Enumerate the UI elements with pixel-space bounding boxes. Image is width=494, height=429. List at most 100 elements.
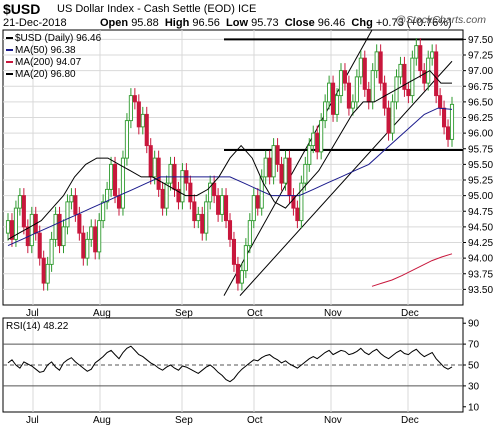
candle-body (251, 195, 256, 222)
candle-body (449, 103, 455, 140)
candle-body (418, 45, 423, 72)
candle-body (311, 132, 316, 147)
candle-body (334, 95, 340, 115)
candle-body (116, 195, 122, 209)
candle-body (438, 95, 443, 109)
candle-body (5, 220, 11, 234)
candle-body (156, 157, 161, 190)
candle-body (57, 213, 62, 247)
y-tick-label-price: 93.75 (468, 269, 493, 280)
legend-price-text: $USD (Daily) 96.46 (15, 33, 102, 44)
x-tick-label-price: Jul (26, 308, 39, 319)
candle-body (350, 101, 355, 109)
x-tick-label-price: Sep (175, 308, 193, 319)
candle-body (97, 220, 102, 253)
candle-body (105, 188, 110, 203)
candle-body (136, 101, 141, 128)
ma200-line (371, 253, 453, 287)
y-tick-label-price: 97.25 (468, 51, 493, 62)
candle-body (37, 232, 42, 259)
candle-body (176, 188, 181, 203)
chg-label: Chg (351, 17, 373, 29)
candle-body (315, 132, 320, 153)
x-tick-label-price: Aug (93, 308, 111, 319)
x-tick-label-rsi: Dec (401, 415, 419, 426)
y-tick-label-price: 93.50 (468, 285, 493, 296)
y-tick-label-price: 94.50 (468, 222, 493, 233)
chg-value: +0.73 (+0.76%) (375, 17, 452, 29)
candle-body (434, 51, 439, 97)
y-tick-label-price: 94.00 (468, 254, 493, 265)
candle-body (89, 226, 94, 240)
candle-body (271, 145, 276, 178)
candle-body (422, 70, 427, 84)
legend-swatch-ma50 (6, 49, 13, 52)
candle-body (109, 163, 114, 190)
x-tick-label-price: Oct (247, 308, 263, 319)
candle-body (148, 145, 153, 178)
legend-ma200-text: MA(200) 94.07 (15, 57, 82, 68)
y-tick-label-price: 95.75 (468, 144, 493, 155)
x-tick-label-price: Nov (324, 308, 342, 319)
candle-body (29, 213, 34, 247)
rsi-label: RSI(14) 48.22 (6, 321, 69, 332)
candle-body (267, 157, 272, 178)
legend-swatch-ma200 (6, 61, 13, 64)
candle-body (212, 182, 217, 197)
y-tick-label-price: 96.50 (468, 97, 493, 108)
candle-body (319, 120, 324, 153)
x-tick-label-rsi: Sep (175, 415, 193, 426)
candle-body (331, 82, 336, 115)
x-tick-label-rsi: Oct (247, 415, 263, 426)
close-label: Close (284, 17, 315, 29)
candle-body (354, 76, 359, 103)
candle-body (346, 82, 351, 109)
candle-body (220, 195, 225, 215)
stockcharts-credit: @StockCharts.com (395, 14, 486, 26)
candle-body (386, 107, 391, 134)
candle-body (442, 107, 447, 128)
candle-body (101, 201, 106, 222)
symbol-title: $USD (3, 1, 41, 17)
candle-body (196, 213, 201, 222)
chart-date: 21-Dec-2018 (3, 17, 67, 29)
candle-body (231, 238, 237, 265)
y-tick-label-price: 95.00 (468, 191, 493, 202)
candle-body (61, 226, 66, 247)
candle-body (430, 51, 435, 59)
candle-body (327, 82, 332, 103)
y-tick-label-price: 95.25 (468, 176, 493, 187)
candle-body (338, 70, 344, 97)
candle-body (152, 157, 157, 178)
candle-body (168, 163, 173, 184)
candle-body (243, 245, 248, 272)
open-value: 95.88 (131, 17, 159, 29)
candle-body (216, 195, 221, 215)
candle-body (9, 220, 15, 240)
rsi-line (7, 345, 453, 383)
candle-body (53, 213, 58, 240)
y-tick-label-rsi: 90 (468, 319, 480, 330)
candle-body (81, 232, 86, 259)
candle-body (223, 195, 229, 222)
y-tick-label-rsi: 50 (468, 361, 480, 372)
candle-body (65, 201, 70, 228)
low-label: Low (226, 17, 249, 29)
candle-body (200, 213, 205, 234)
y-tick-label-price: 95.50 (468, 160, 493, 171)
y-tick-label-rsi: 10 (468, 402, 480, 413)
candle-body (77, 213, 82, 234)
candle-body (414, 45, 419, 59)
candle-body (406, 88, 411, 97)
candle-body (275, 145, 280, 165)
legend-ma20: MA(20) 96.80 (6, 69, 76, 80)
y-tick-label-rsi: 30 (468, 381, 480, 392)
legend-swatch-ma20 (6, 73, 13, 76)
legend-ma200: MA(200) 94.07 (6, 57, 81, 68)
candle-body (247, 220, 252, 247)
low-value: 95.73 (251, 17, 279, 29)
x-tick-label-rsi: Aug (93, 415, 111, 426)
candle-body (235, 263, 240, 284)
candle-body (120, 157, 126, 209)
